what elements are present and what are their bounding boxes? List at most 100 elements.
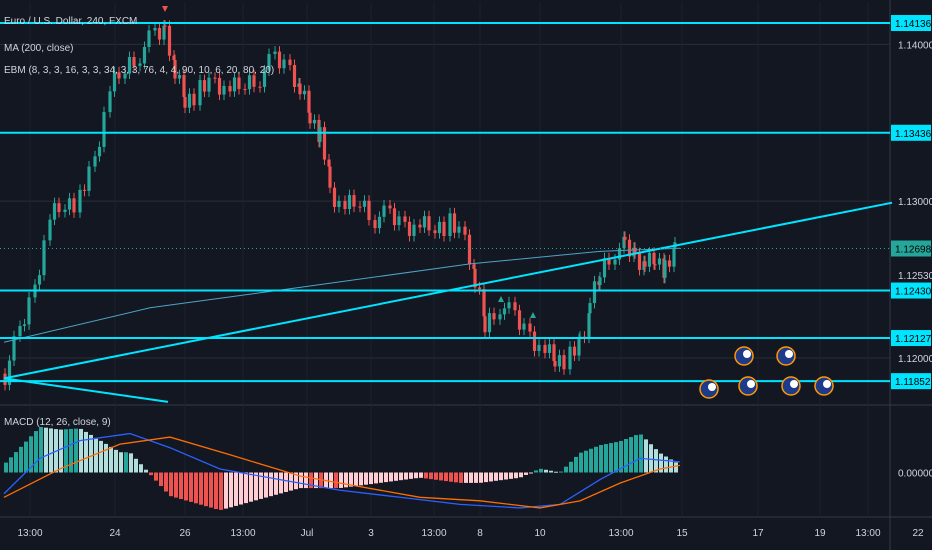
- level-price-tag: [891, 330, 931, 347]
- candle-body: [312, 119, 317, 124]
- candle-body: [22, 324, 27, 326]
- candle-body: [327, 159, 331, 167]
- macd-histogram-bar: [334, 472, 338, 489]
- macd-histogram-bar: [444, 472, 448, 482]
- candle-body: [97, 146, 102, 157]
- candle-body: [7, 360, 12, 385]
- candle-body: [347, 195, 352, 209]
- candle-body: [258, 86, 262, 88]
- economic-event-icon-dot: [823, 380, 831, 388]
- macd-histogram-bar: [439, 472, 443, 481]
- candle-body: [162, 25, 166, 40]
- macd-histogram-bar: [299, 472, 303, 489]
- ebm-legend[interactable]: EBM (8, 3, 3, 16, 3, 3, 34, 3, 3, 76, 4,…: [4, 65, 274, 76]
- candle-body: [207, 77, 211, 92]
- level-price-tag: [891, 124, 931, 141]
- candle-body: [598, 277, 602, 285]
- macd-histogram-bar: [494, 472, 498, 481]
- macd-histogram-bar: [409, 472, 413, 479]
- candle-body: [457, 226, 461, 233]
- xtick-label: 26: [179, 528, 191, 539]
- macd-histogram-bar: [564, 466, 568, 473]
- candle-body: [377, 216, 382, 229]
- macd-histogram-bar: [19, 446, 23, 473]
- macd-histogram-bar: [169, 472, 173, 497]
- candle-body: [147, 30, 151, 47]
- price-axis[interactable]: 1.14000 1.13000 1.12000 1.12530 1.14136 1.134…: [891, 15, 932, 480]
- macd-histogram-bar: [519, 472, 523, 478]
- macd-histogram-bar: [279, 472, 283, 494]
- macd-histogram-bar: [449, 472, 453, 482]
- candle-body: [182, 75, 186, 98]
- macd-histogram-bar: [269, 472, 273, 497]
- macd-histogram-bar: [374, 472, 378, 484]
- candle-body: [617, 248, 622, 260]
- candle-body: [337, 200, 341, 208]
- macd-histogram-bar: [639, 434, 643, 473]
- candle-body: [63, 209, 67, 213]
- economic-event-icon-dot: [747, 380, 755, 388]
- candle-body: [67, 198, 72, 210]
- xtick-label: 24: [109, 528, 121, 539]
- candle-body: [82, 189, 87, 191]
- last-price-tag: [891, 240, 931, 257]
- xtick-label: 17: [752, 528, 764, 539]
- candle-body: [157, 28, 162, 40]
- macd-histogram-bar: [124, 452, 128, 473]
- macd-histogram-bar: [199, 472, 203, 505]
- candle-body: [562, 355, 566, 370]
- candle-body: [652, 252, 656, 265]
- candle-body: [492, 313, 496, 320]
- macd-histogram-bar: [204, 472, 208, 507]
- candle-body: [78, 189, 82, 213]
- macd-histogram-bar: [234, 472, 238, 506]
- candle-body: [452, 213, 457, 233]
- candle-body: [392, 208, 397, 226]
- candle-body: [228, 85, 232, 92]
- economic-event-icon-dot: [743, 350, 751, 358]
- macd-histogram-bar: [314, 472, 318, 489]
- macd-histogram-bar: [589, 448, 593, 473]
- macd-legend[interactable]: MACD (12, 26, close, 9): [4, 417, 111, 428]
- macd-histogram-bar: [219, 472, 223, 510]
- candle-body: [127, 56, 132, 74]
- xtick-label: 13:00: [421, 528, 446, 539]
- macd-histogram-bar: [144, 469, 148, 473]
- economic-event-icon-dot: [708, 383, 716, 391]
- level-price-tag: [891, 373, 931, 390]
- macd-histogram-bar: [89, 434, 93, 473]
- candle-body: [343, 200, 347, 209]
- candle-body: [177, 75, 182, 79]
- candle-body: [487, 313, 492, 333]
- xtick-label: 19: [814, 528, 826, 539]
- candle-body: [647, 252, 652, 267]
- candle-body: [643, 261, 647, 267]
- macd-histogram-bar: [164, 472, 168, 492]
- macd-histogram-bar: [49, 428, 53, 473]
- macd-histogram-bar: [534, 470, 538, 473]
- macd-histogram-bar: [224, 472, 228, 509]
- macd-histogram-bar: [104, 443, 108, 473]
- candle-body: [302, 90, 307, 95]
- macd-histogram-bar: [179, 472, 183, 500]
- candle-body: [483, 316, 487, 333]
- macd-histogram-bar: [134, 458, 138, 473]
- macd-histogram-bar: [249, 472, 253, 502]
- ma-legend[interactable]: MA (200, close): [4, 43, 73, 54]
- candle-body: [613, 259, 617, 265]
- macd-histogram-bar: [569, 461, 573, 473]
- candle-body: [163, 25, 167, 27]
- level-price-label: 1.12127: [895, 334, 932, 345]
- candle-body: [442, 221, 446, 236]
- candle-body: [467, 234, 472, 265]
- symbol-title[interactable]: Euro / U.S. Dollar, 240, FXCM: [4, 16, 137, 27]
- time-axis[interactable]: 13:00 24 26 13:00 Jul 3 13:00 8 10 13:00 15 17 19 13:…: [17, 528, 924, 539]
- macd-histogram-bar: [264, 472, 268, 498]
- candle-body: [403, 216, 407, 222]
- candle-body: [637, 253, 642, 270]
- candle-body: [117, 72, 121, 79]
- level-price-label: 1.11852: [895, 377, 931, 388]
- candle-body: [588, 303, 592, 314]
- macd-histogram-bar: [184, 472, 188, 501]
